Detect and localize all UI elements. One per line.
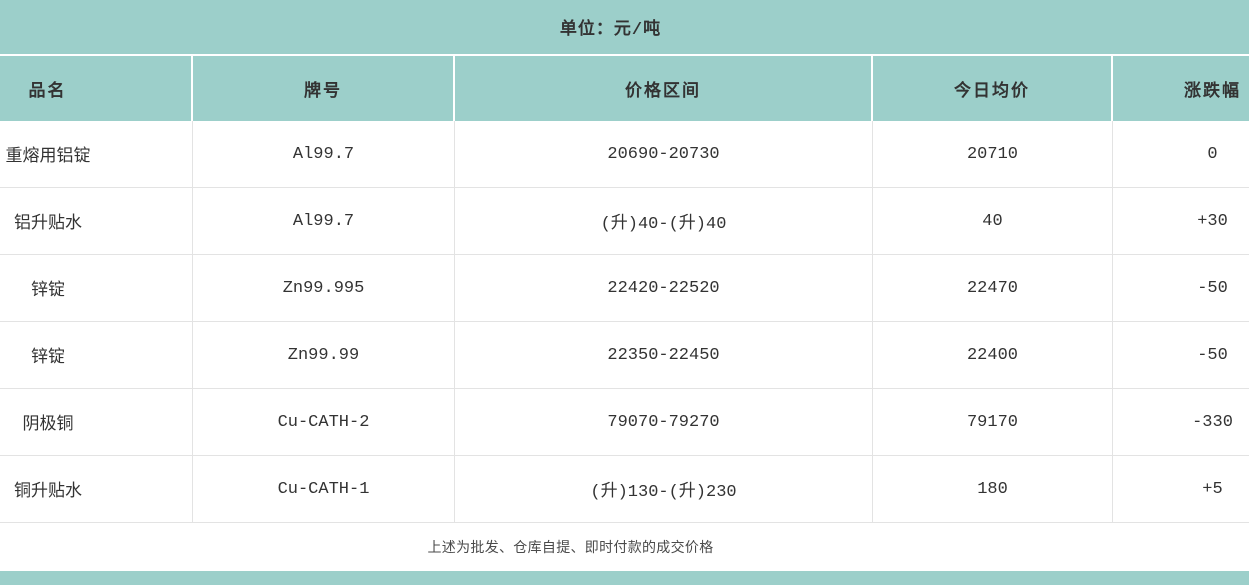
- cell-brand: Cu-CATH-1: [193, 456, 455, 522]
- table-header-row: 品名 牌号 价格区间 今日均价 涨跌幅: [0, 56, 1249, 121]
- table-row: 锌锭 Zn99.995 22420-22520 22470 -50: [0, 255, 1249, 322]
- cell-brand: Zn99.99: [193, 322, 455, 388]
- cell-brand: Al99.7: [193, 121, 455, 187]
- footer-note-text: 上述为批发、仓库自提、即时付款的成交价格: [427, 541, 714, 557]
- cell-name: 重熔用铝锭: [0, 121, 193, 187]
- cell-name: 铜升贴水: [0, 456, 193, 522]
- cell-avg: 40: [873, 188, 1113, 254]
- cell-range: (升)130-(升)230: [455, 456, 873, 522]
- col-header-brand: 牌号: [193, 56, 455, 121]
- col-header-avg-price: 今日均价: [873, 56, 1113, 121]
- cell-change: +5: [1202, 479, 1223, 499]
- table-row: 铝升贴水 Al99.7 (升)40-(升)40 40 +30: [0, 188, 1249, 255]
- cell-range: (升)40-(升)40: [455, 188, 873, 254]
- table-body: 重熔用铝锭 Al99.7 20690-20730 20710 0 铝升贴水 Al99.7 (升…: [0, 121, 1249, 523]
- cell-change: 0: [1207, 144, 1218, 164]
- unit-label: 单位：元/吨: [559, 21, 662, 40]
- cell-name: 铝升贴水: [0, 188, 193, 254]
- cell-avg: 180: [873, 456, 1113, 522]
- price-table: 品名 牌号 价格区间 今日均价 涨跌幅 重熔用铝锭 Al99.7 20690-207…: [0, 56, 1249, 523]
- table-row: 铜升贴水 Cu-CATH-1 (升)130-(升)230 180 +5: [0, 456, 1249, 523]
- cell-name: 阴极铜: [0, 389, 193, 455]
- cell-avg: 20710: [873, 121, 1113, 187]
- col-header-product-name: 品名: [0, 56, 193, 121]
- cell-range: 79070-79270: [455, 389, 873, 455]
- cell-range: 22420-22520: [455, 255, 873, 321]
- cell-range: 20690-20730: [455, 121, 873, 187]
- unit-bar: 单位：元/吨: [0, 0, 1249, 54]
- cell-avg: 22400: [873, 322, 1113, 388]
- cell-change: +30: [1197, 211, 1228, 231]
- table-row: 阴极铜 Cu-CATH-2 79070-79270 79170 -330: [0, 389, 1249, 456]
- cell-range: 22350-22450: [455, 322, 873, 388]
- cell-name: 锌锭: [0, 322, 193, 388]
- cell-avg: 79170: [873, 389, 1113, 455]
- col-header-change: 涨跌幅: [1113, 56, 1249, 121]
- col-header-price-range: 价格区间: [455, 56, 873, 121]
- footer-note: 上述为批发、仓库自提、即时付款的成交价格: [0, 523, 1249, 571]
- cell-brand: Cu-CATH-2: [193, 389, 455, 455]
- cell-change: -50: [1197, 278, 1228, 298]
- cell-brand: Al99.7: [193, 188, 455, 254]
- cell-avg: 22470: [873, 255, 1113, 321]
- bottom-bar: [0, 571, 1249, 585]
- table-row: 锌锭 Zn99.99 22350-22450 22400 -50: [0, 322, 1249, 389]
- header-divider: [0, 54, 1249, 56]
- table-row: 重熔用铝锭 Al99.7 20690-20730 20710 0: [0, 121, 1249, 188]
- cell-change: -330: [1192, 412, 1233, 432]
- cell-brand: Zn99.995: [193, 255, 455, 321]
- cell-change: -50: [1197, 345, 1228, 365]
- cell-name: 锌锭: [0, 255, 193, 321]
